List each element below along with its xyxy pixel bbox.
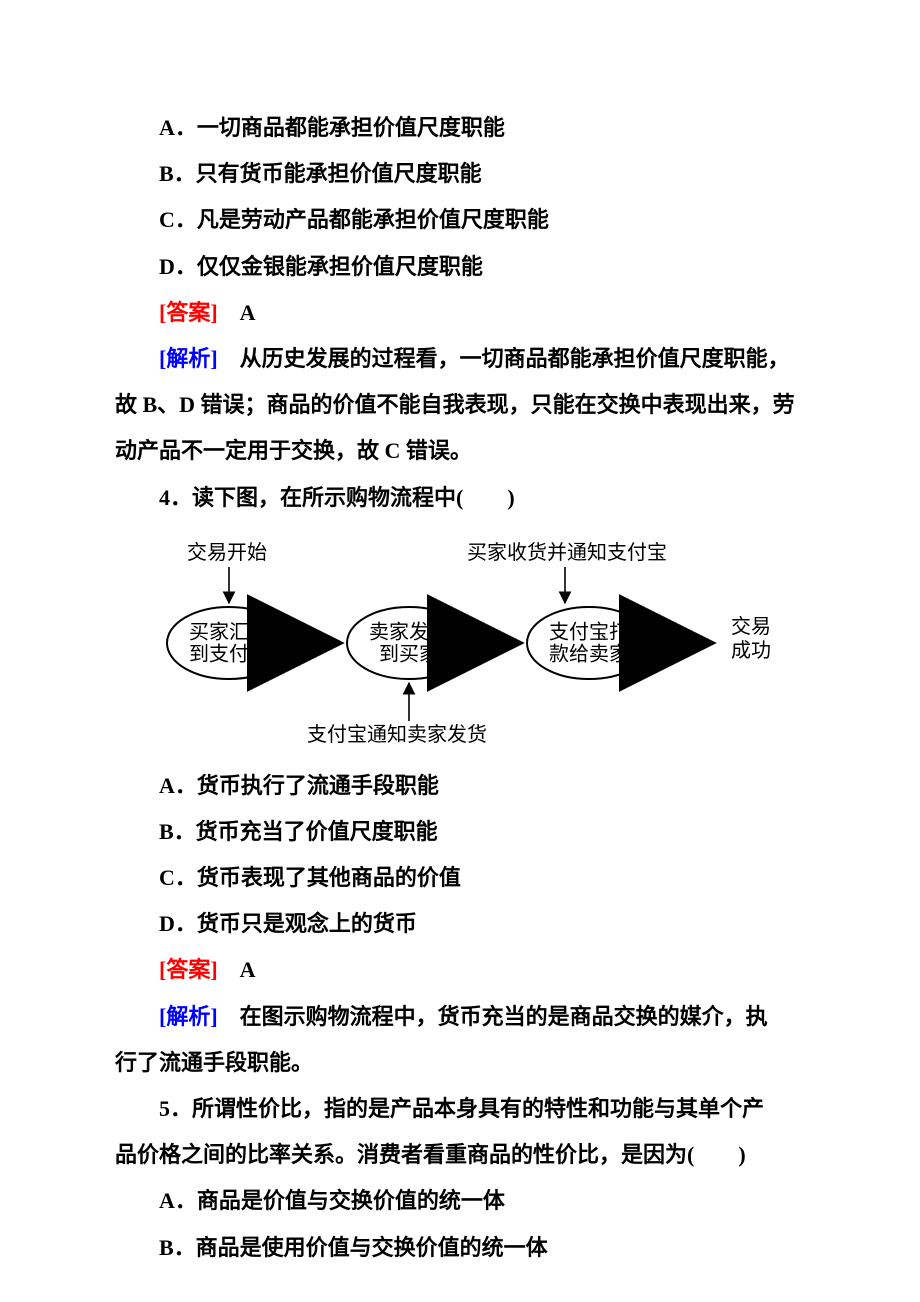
svg-text:支付宝打: 支付宝打 xyxy=(549,620,629,643)
q4-explain-l2: 行了流通手段职能。 xyxy=(115,1040,805,1086)
page: A．一切商品都能承担价值尺度职能 B．只有货币能承担价值尺度职能 C．凡是劳动产… xyxy=(0,0,920,1302)
q5-option-b: B．商品是使用价值与交换价值的统一体 xyxy=(115,1225,805,1271)
q4-flowchart: 交易开始 买家收货并通知支付宝支付宝通知卖家发货 买家汇款到支付宝 卖家发货到买家 支付… xyxy=(137,533,805,753)
q3-option-b: B．只有货币能承担价值尺度职能 xyxy=(115,151,805,197)
svg-text:到支付宝: 到支付宝 xyxy=(189,642,269,665)
q3-option-a: A．一切商品都能承担价值尺度职能 xyxy=(115,105,805,151)
explain-label: [解析] xyxy=(159,1004,218,1029)
q5-option-a: A．商品是价值与交换价值的统一体 xyxy=(115,1178,805,1224)
q3-explain-l2: 故 B、D 错误；商品的价值不能自我表现，只能在交换中表现出来，劳动产品不一定用… xyxy=(115,382,805,474)
q3-explain-l1: [解析] 从历史发展的过程看，一切商品都能承担价值尺度职能， xyxy=(115,336,805,382)
svg-text:交易开始: 交易开始 xyxy=(187,541,267,564)
q4-answer-line: [答案] A xyxy=(115,947,805,993)
answer-label: [答案] xyxy=(159,300,218,325)
svg-text:买家收货并通知支付宝: 买家收货并通知支付宝 xyxy=(467,541,667,564)
q5-stem-l2: 品价格之间的比率关系。消费者看重商品的性价比，是因为( ) xyxy=(115,1132,805,1178)
q3-explain-r1: 从历史发展的过程看，一切商品都能承担价值尺度职能， xyxy=(240,346,790,371)
q4-option-a: A．货币执行了流通手段职能 xyxy=(115,763,805,809)
q4-option-c: C．货币表现了其他商品的价值 xyxy=(115,855,805,901)
q3-answer-value: A xyxy=(240,300,256,325)
q4-answer-value: A xyxy=(240,957,256,982)
svg-text:买家汇款: 买家汇款 xyxy=(189,620,269,643)
svg-text:到买家: 到买家 xyxy=(379,642,439,665)
svg-text:交易: 交易 xyxy=(731,615,771,638)
flowchart-svg: 交易开始 买家收货并通知支付宝支付宝通知卖家发货 买家汇款到支付宝 卖家发货到买家 支付… xyxy=(137,533,787,753)
explain-label: [解析] xyxy=(159,346,218,371)
q3-option-d: D．仅仅金银能承担价值尺度职能 xyxy=(115,244,805,290)
q4-stem: 4．读下图，在所示购物流程中( ) xyxy=(115,475,805,521)
answer-label: [答案] xyxy=(159,957,218,982)
svg-text:卖家发货: 卖家发货 xyxy=(369,620,449,643)
q4-option-d: D．货币只是观念上的货币 xyxy=(115,901,805,947)
q4-explain-l1: [解析] 在图示购物流程中，货币充当的是商品交换的媒介，执 xyxy=(115,994,805,1040)
q3-answer-line: [答案] A xyxy=(115,290,805,336)
svg-text:支付宝通知卖家发货: 支付宝通知卖家发货 xyxy=(307,723,487,746)
svg-text:成功: 成功 xyxy=(731,639,771,662)
q4-option-b: B．货币充当了价值尺度职能 xyxy=(115,809,805,855)
q4-explain-r1: 在图示购物流程中，货币充当的是商品交换的媒介，执 xyxy=(240,1004,768,1029)
q3-option-c: C．凡是劳动产品都能承担价值尺度职能 xyxy=(115,197,805,243)
svg-text:款给卖家: 款给卖家 xyxy=(549,642,629,665)
q5-stem-l1: 5．所谓性价比，指的是产品本身具有的特性和功能与其单个产 xyxy=(115,1086,805,1132)
